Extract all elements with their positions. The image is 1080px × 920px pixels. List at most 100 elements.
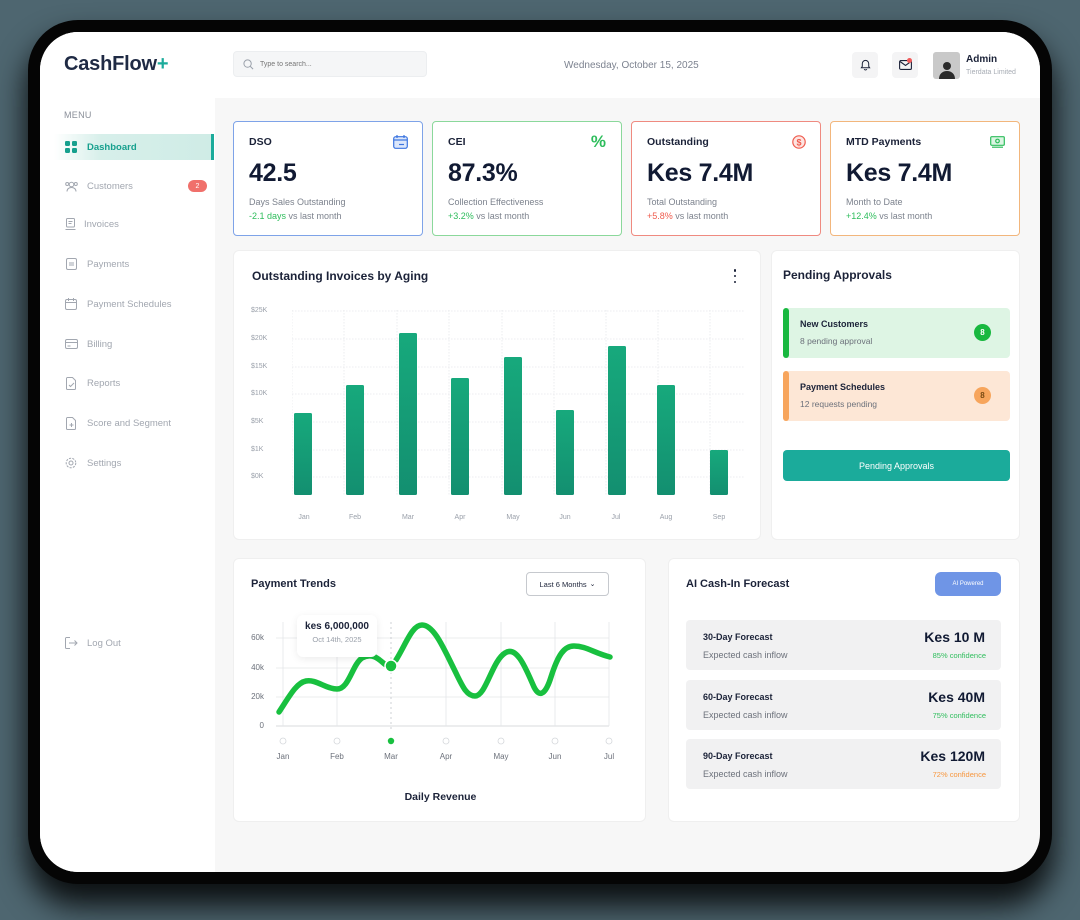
top-header: CashFlow+ Wednesday, October 15, 2025 Ad… [40,32,1040,98]
file-plus-icon [64,416,78,430]
forecast-value: Kes 120M [920,748,985,764]
gear-icon [64,456,78,470]
x-label: Mar [384,752,398,761]
customers-count-badge: 2 [188,180,207,192]
aging-chart-panel: Outstanding Invoices by Aging $25K $20K … [233,250,761,540]
forecast-confidence: 72% confidence [932,770,986,779]
logout-icon [64,636,78,650]
sidebar-item-label: Customers [87,180,133,192]
logout-button[interactable]: Log Out [54,630,214,656]
sidebar-item-label: Billing [87,338,113,350]
menu-label: MENU [64,110,92,120]
kpi-card-dso[interactable]: DSO 42.5 Days Sales Outstanding -2.1 day… [233,121,423,236]
payment-trends-line-chart [276,622,613,745]
forecast-item-30-day[interactable]: 30-Day Forecast Expected cash inflow Kes… [686,620,1001,670]
avatar[interactable] [933,52,960,79]
sidebar-item-label: Score and Segment [87,417,171,429]
forecast-item-90-day[interactable]: 90-Day Forecast Expected cash inflow Kes… [686,739,1001,789]
forecast-item-60-day[interactable]: 60-Day Forecast Expected cash inflow Kes… [686,680,1001,730]
search-box[interactable] [233,51,427,77]
sidebar-item-invoices[interactable]: Invoices [54,211,214,237]
sidebar-item-reports[interactable]: Reports [54,370,214,396]
y-tick: 0 [259,721,264,730]
users-icon [64,179,78,193]
sidebar-item-dashboard[interactable]: Dashboard [54,134,214,160]
sidebar-item-customers[interactable]: Customers 2 [54,173,214,199]
search-input[interactable] [260,60,410,68]
dollar-circle-icon: $ [792,135,806,154]
user-org: Tierdata Limited [966,69,1016,76]
percent-icon: % [590,132,606,151]
pending-item-subtitle: 8 pending approval [800,336,873,346]
payment-doc-icon [64,257,78,271]
forecast-confidence: 85% confidence [932,651,986,660]
app-window: CashFlow+ Wednesday, October 15, 2025 Ad… [40,32,1040,872]
pending-item-new-customers[interactable]: New Customers 8 pending approval 8 [783,308,1010,358]
unread-dot [907,58,912,63]
pending-count-badge: 8 [974,387,991,404]
kpi-title: MTD Payments [846,136,922,148]
sidebar-item-score-and-segment[interactable]: Score and Segment [54,410,214,436]
sidebar-item-label: Reports [87,377,121,389]
kpi-value: Kes 7.4M [647,159,753,187]
y-tick: $10K [251,390,268,397]
aging-bar-chart [292,310,744,495]
y-tick: $0K [251,473,264,480]
y-tick: $25K [251,307,268,314]
kpi-title: CEI [448,136,466,148]
forecast-subtitle: Expected cash inflow [703,650,788,660]
x-label: Jul [611,514,621,521]
sidebar-item-billing[interactable]: Billing [54,331,214,357]
kpi-change: +3.2% vs last month [448,211,530,221]
kpi-description: Collection Effectiveness [448,197,544,207]
notifications-button[interactable] [852,52,878,78]
x-label: Jun [548,752,562,761]
x-label: Jan [298,514,310,521]
tooltip-value: kes 6,000,000 [305,621,369,632]
pending-item-title: Payment Schedules [800,382,886,392]
y-tick: $20K [251,335,268,342]
pending-item-payment-schedules[interactable]: Payment Schedules 12 requests pending 8 [783,371,1010,421]
payment-trends-panel: Payment Trends Last 6 Months ⌄ 60k 40k 20… [233,558,646,822]
forecast-confidence: 75% confidence [932,711,986,720]
x-label: Jul [603,752,615,761]
accent-bar [783,308,789,358]
chart-caption: Daily Revenue [404,791,477,803]
user-name: Admin [966,54,998,65]
kpi-card-outstanding[interactable]: Outstanding $ Kes 7.4M Total Outstanding… [631,121,821,236]
calendar-icon [64,297,78,311]
kpi-value: Kes 7.4M [846,159,952,187]
current-date: Wednesday, October 15, 2025 [564,60,699,71]
chevron-down-icon: ⌄ [589,581,596,588]
sidebar-item-settings[interactable]: Settings [54,450,214,476]
bars [294,333,728,495]
messages-button[interactable] [892,52,918,78]
more-options-icon[interactable] [732,269,738,283]
kpi-value: 87.3% [448,159,518,187]
aging-chart-title: Outstanding Invoices by Aging [252,269,429,283]
kpi-title: DSO [249,136,272,148]
sidebar-item-payments[interactable]: Payments [54,251,214,277]
pending-item-subtitle: 12 requests pending [800,399,878,409]
x-label: Jun [559,514,571,521]
x-label: Apr [439,752,453,761]
y-tick: $1K [251,446,264,453]
kpi-card-cei[interactable]: CEI % 87.3% Collection Effectiveness +3.… [432,121,622,236]
range-dropdown[interactable]: Last 6 Months ⌄ [526,572,609,596]
sidebar-item-label: Settings [87,457,122,469]
sidebar-item-payment-schedules[interactable]: Payment Schedules [54,291,214,317]
kpi-description: Total Outstanding [647,197,718,207]
kpi-change: +5.8% vs last month [647,211,729,221]
pending-count-badge: 8 [974,324,991,341]
search-icon [243,58,254,69]
accent-bar [783,371,789,421]
logout-label: Log Out [87,637,121,649]
sidebar-item-label: Dashboard [87,141,137,153]
invoice-icon [63,217,77,231]
sidebar: MENU Dashboard Customers 2 Invoices Paym… [40,98,215,872]
app-logo[interactable]: CashFlow+ [64,53,169,75]
ai-forecast-panel: AI Cash-In Forecast AI Powered 30-Day Fo… [668,558,1020,822]
forecast-subtitle: Expected cash inflow [703,769,788,779]
kpi-card-mtd-payments[interactable]: MTD Payments Kes 7.4M Month to Date +12.… [830,121,1020,236]
pending-approvals-button[interactable]: Pending Approvals [783,450,1010,481]
